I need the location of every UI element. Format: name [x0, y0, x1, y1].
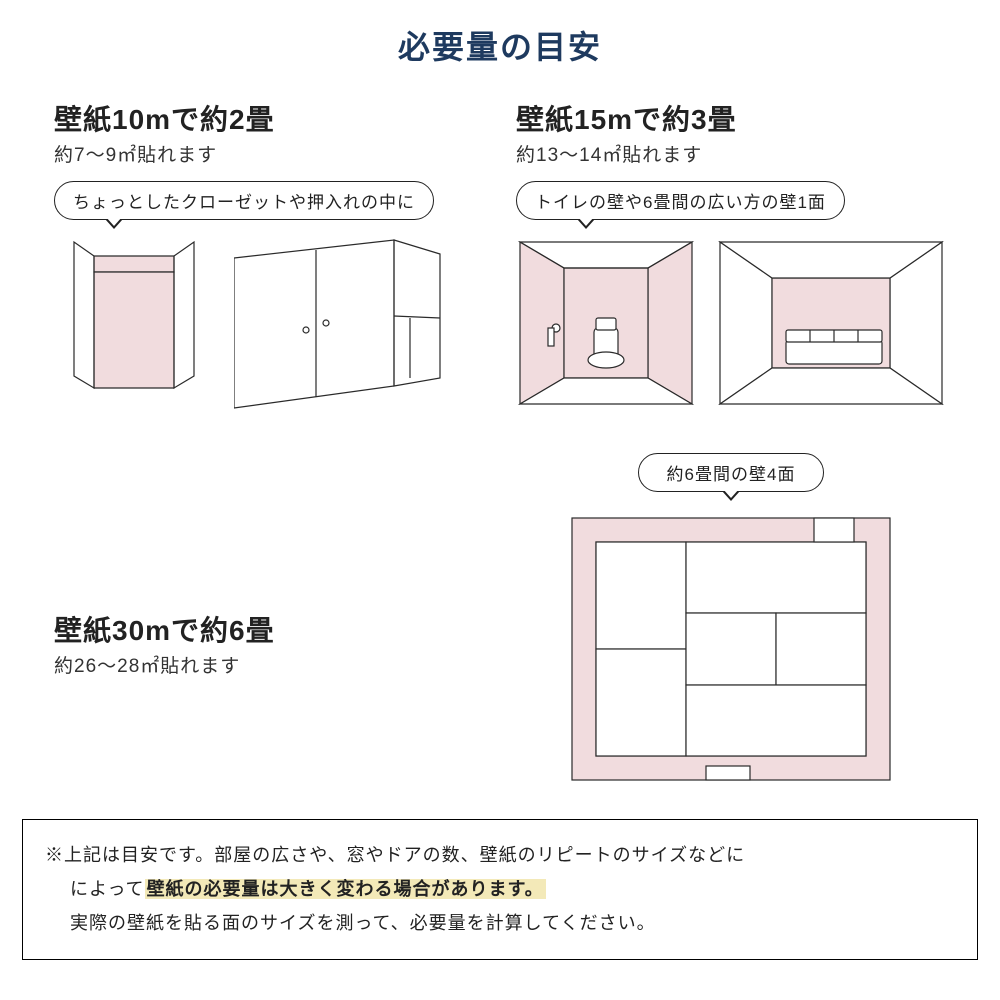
sub-10m: 約7〜9㎡貼れます: [54, 140, 476, 167]
note-box: ※上記は目安です。部屋の広さや、窓やドアの数、壁紙のリピートのサイズなどに によ…: [22, 819, 978, 960]
toilet-room-icon: [516, 238, 696, 408]
bubble-10m: ちょっとしたクローゼットや押入れの中に: [54, 181, 434, 220]
note-line-3: 実際の壁紙を貼る面のサイズを測って、必要量を計算してください。: [45, 906, 955, 940]
illustration-6jo: [516, 512, 946, 787]
block-15m: 壁紙15mで約3畳 約13〜14㎡貼れます トイレの壁や6畳間の広い方の壁1面: [516, 98, 946, 413]
heading-30m: 壁紙30mで約6畳: [54, 609, 476, 649]
sliding-closet-icon: [234, 238, 444, 413]
content-grid: 壁紙10mで約2畳 約7〜9㎡貼れます ちょっとしたクローゼットや押入れの中に: [0, 68, 1000, 787]
heading-15m: 壁紙15mで約3畳: [516, 98, 946, 138]
page-title: 必要量の目安: [0, 0, 1000, 68]
block-30m: 壁紙30mで約6畳 約26〜28㎡貼れます: [54, 439, 476, 787]
illustration-10m: [54, 238, 476, 413]
note-line-2-prefix: によって: [45, 879, 145, 899]
bubble-6jo: 約6畳間の壁4面: [638, 453, 825, 492]
room-one-wall-icon: [716, 238, 946, 408]
note-line-1: ※上記は目安です。部屋の広さや、窓やドアの数、壁紙のリピートのサイズなどに: [45, 838, 955, 872]
heading-10m: 壁紙10mで約2畳: [54, 98, 476, 138]
block-6jo-plan: 約6畳間の壁4面: [516, 439, 946, 787]
illustration-15m: [516, 238, 946, 408]
note-highlight: 壁紙の必要量は大きく変わる場合があります。: [145, 879, 546, 899]
bubble-15m: トイレの壁や6畳間の広い方の壁1面: [516, 181, 845, 220]
note-line-2: によって壁紙の必要量は大きく変わる場合があります。: [45, 872, 955, 906]
block-10m: 壁紙10mで約2畳 約7〜9㎡貼れます ちょっとしたクローゼットや押入れの中に: [54, 98, 476, 413]
sub-30m: 約26〜28㎡貼れます: [54, 651, 476, 678]
closet-open-icon: [54, 238, 214, 413]
floor-plan-6jo-icon: [566, 512, 896, 787]
sub-15m: 約13〜14㎡貼れます: [516, 140, 946, 167]
